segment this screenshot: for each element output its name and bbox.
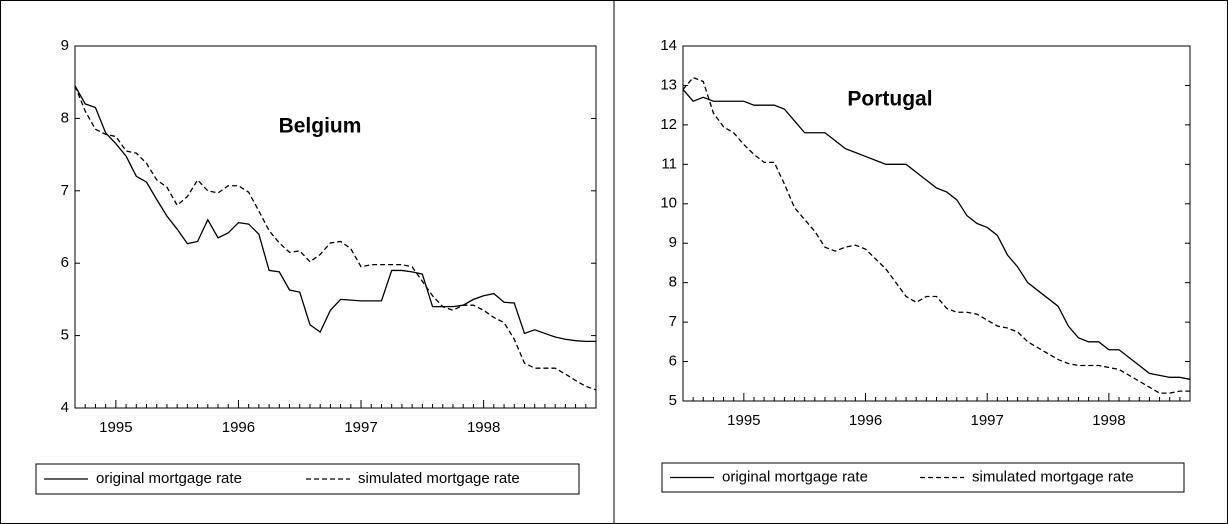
y-tick-label: 6	[669, 353, 677, 370]
y-tick-label: 10	[660, 195, 677, 212]
chart-title: Portugal	[847, 88, 932, 111]
legend-label: simulated mortgage rate	[358, 470, 520, 487]
series-line	[74, 85, 596, 343]
legend-label: original mortgage rate	[96, 470, 242, 487]
y-tick-label: 7	[61, 182, 69, 199]
series-line	[682, 76, 1190, 394]
chart-title: Belgium	[279, 115, 362, 138]
y-tick-label: 13	[660, 76, 677, 93]
y-tick-label: 12	[660, 116, 677, 133]
y-tick-label: 6	[61, 254, 69, 271]
x-tick-label: 1998	[1092, 412, 1125, 429]
x-tick-label: 1996	[849, 412, 882, 429]
x-tick-label: 1995	[99, 419, 132, 436]
y-tick-label: 5	[61, 327, 69, 344]
y-tick-label: 8	[61, 109, 69, 126]
x-tick-label: 1995	[727, 412, 760, 429]
y-tick-label: 7	[669, 313, 677, 330]
y-tick-label: 4	[61, 399, 69, 416]
y-tick-label: 11	[661, 155, 677, 172]
legend-label: simulated mortgage rate	[972, 468, 1134, 485]
plot-frame	[682, 45, 1191, 402]
y-tick-label: 9	[61, 37, 69, 54]
series-line	[74, 85, 597, 391]
plot-frame	[74, 45, 597, 409]
x-tick-label: 1997	[971, 412, 1004, 429]
y-tick-label: 8	[669, 274, 677, 291]
series-line	[682, 88, 1191, 380]
x-tick-label: 1998	[467, 419, 500, 436]
legend-label: original mortgage rate	[722, 468, 868, 485]
y-tick-label: 5	[669, 392, 677, 409]
y-tick-label: 9	[669, 234, 677, 251]
x-tick-label: 1997	[344, 419, 377, 436]
x-tick-label: 1996	[222, 419, 255, 436]
y-tick-label: 14	[660, 37, 677, 54]
